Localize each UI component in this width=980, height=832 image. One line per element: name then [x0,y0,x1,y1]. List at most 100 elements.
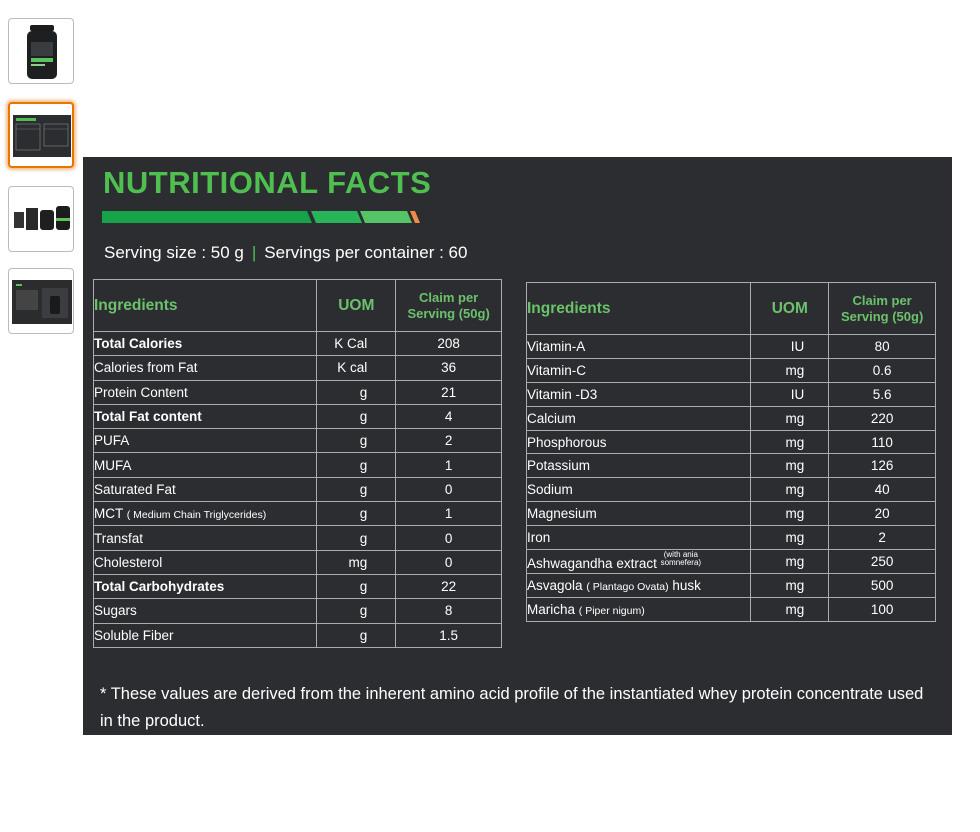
ingredient-uom: K Cal [316,330,397,357]
ingredient-uom: IU [750,381,830,407]
ingredient-value: 500 [828,572,936,598]
table-row: Total Calories K Cal 208 [92,330,502,357]
ingredient-value: 0.6 [828,357,936,383]
table-row: Ashwagandha extract (with ania somnefera)… [525,549,936,574]
table-row: Calories from Fat K cal 36 [92,355,502,381]
ingredient-name: Total Fat content [92,403,318,430]
product-range-thumbnail[interactable] [8,186,74,252]
ingredient-uom: g [316,403,397,430]
ingredient-uom: g [316,428,397,454]
header-uom: UOM [750,282,830,335]
ingredient-name: Calcium [525,405,752,431]
ingredient-uom: mg [750,405,830,431]
ingredient-uom: mg [316,549,397,575]
range-image [12,190,70,248]
table-row: Vitamin-A IU 80 [525,334,936,359]
ingredient-name: Ashwagandha extract [527,556,657,572]
ingredient-uom: mg [750,596,830,622]
table-header-row: Ingredients UOM Claim per Serving (50g) [92,279,502,332]
ingredient-suffix: husk [672,577,701,593]
header-claim-line2: Serving (50g) [840,308,924,324]
header-claim-line1: Claim per [419,289,479,305]
footnote: * These values are derived from the inhe… [100,685,924,730]
ingredient-name: Potassium [525,453,752,479]
ingredient-name: Protein Content [92,379,318,405]
ingredient-name: Maricha [527,601,576,617]
ingredient-uom: K cal [316,355,397,381]
ingredient-cell: Maricha ( Piper nigum) [525,596,752,622]
table-row: Vitamin -D3 IU 5.6 [525,381,936,407]
ingredient-value: 110 [828,429,936,455]
table-row: Maricha ( Piper nigum) mg 100 [525,596,936,622]
ingredient-name: Saturated Fat [92,476,318,503]
ingredient-value: 126 [828,453,936,479]
table-row: Calcium mg 220 [525,405,936,431]
table-row: Iron mg 2 [525,525,936,551]
ingredient-value: 208 [395,330,502,357]
ingredient-value: 5.6 [828,381,936,407]
ingredient-uom: mg [750,525,830,551]
ingredient-name: MCT [94,506,123,522]
ingredient-uom: g [316,452,397,478]
table-row: Sugars g 8 [92,598,502,624]
servings-per-container: Servings per container : 60 [264,243,468,262]
serving-separator: | [251,243,257,262]
ingredient-value: 0 [395,525,502,551]
ingredient-uom: mg [750,501,830,527]
table-row: Saturated Fat g 0 [92,476,502,503]
nutrition-table-thumbnail[interactable] [8,102,74,168]
table-row: Protein Content g 21 [92,379,502,405]
ingredient-value: 80 [828,334,936,359]
product-jar-thumbnail[interactable] [8,18,74,84]
header-uom: UOM [316,279,397,332]
ingredient-value: 4 [395,403,502,430]
ingredient-name: Asvagola [527,577,583,593]
ingredient-value: 40 [828,477,936,503]
nutrition-panel: NUTRITIONAL FACTS Serving size : 50 g | Se… [83,157,952,735]
ingredient-value: 22 [395,573,502,600]
serving-size: Serving size : 50 g [104,243,244,262]
ingredient-uom: g [316,476,397,503]
ingredient-uom: mg [750,477,830,503]
table-row: MUFA g 1 [92,452,502,478]
ingredient-value: 36 [395,355,502,381]
table-row: Transfat g 0 [92,525,502,551]
nutrition-image [13,107,71,163]
table-row: Total Carbohydrates g 22 [92,573,502,600]
table-row: Potassium mg 126 [525,453,936,479]
panel-title: NUTRITIONAL FACTS [103,165,432,200]
ingredient-uom: mg [750,549,830,574]
ingredient-uom: g [316,573,397,600]
ingredient-uom: mg [750,572,830,598]
ingredient-superscript: (with ania somnefera) [661,551,701,567]
superscript-line1: (with ania [663,550,698,560]
ingredient-name: Cholesterol [92,549,318,575]
ingredient-value: 20 [828,501,936,527]
ingredient-value: 2 [828,525,936,551]
table-row: Asvagola ( Plantago Ovata) husk mg 500 [525,572,936,598]
table-header-row: Ingredients UOM Claim per Serving (50g) [525,282,936,335]
product-lifestyle-thumbnail[interactable] [8,268,74,334]
ingredient-uom: g [316,379,397,405]
ingredient-name: Total Calories [92,330,318,357]
title-underline-stripe [102,211,420,223]
header-claim-line1: Claim per [852,292,912,308]
table-row: Magnesium mg 20 [525,501,936,527]
table-row: MCT ( Medium Chain Triglycerides) g 1 [92,501,502,527]
ingredient-note: ( Medium Chain Triglycerides) [126,509,267,522]
ingredient-name: Transfat [92,525,318,551]
table-row: Soluble Fiber g 1.5 [92,622,502,648]
ingredient-value: 2 [395,428,502,454]
jar-image [12,22,70,80]
nutrition-table-right: Ingredients UOM Claim per Serving (50g) V… [525,282,936,622]
ingredient-note: ( Plantago Ovata) [586,580,669,593]
ingredient-uom: g [316,598,397,624]
ingredient-uom: mg [750,453,830,479]
ingredient-value: 21 [395,379,502,405]
ingredient-value: 8 [395,598,502,624]
ingredient-value: 1 [395,452,502,478]
ingredient-uom: mg [750,357,830,383]
ingredient-uom: IU [750,334,830,359]
superscript-line2: somnefera) [660,558,702,568]
table-row: Phosphorous mg 110 [525,429,936,455]
